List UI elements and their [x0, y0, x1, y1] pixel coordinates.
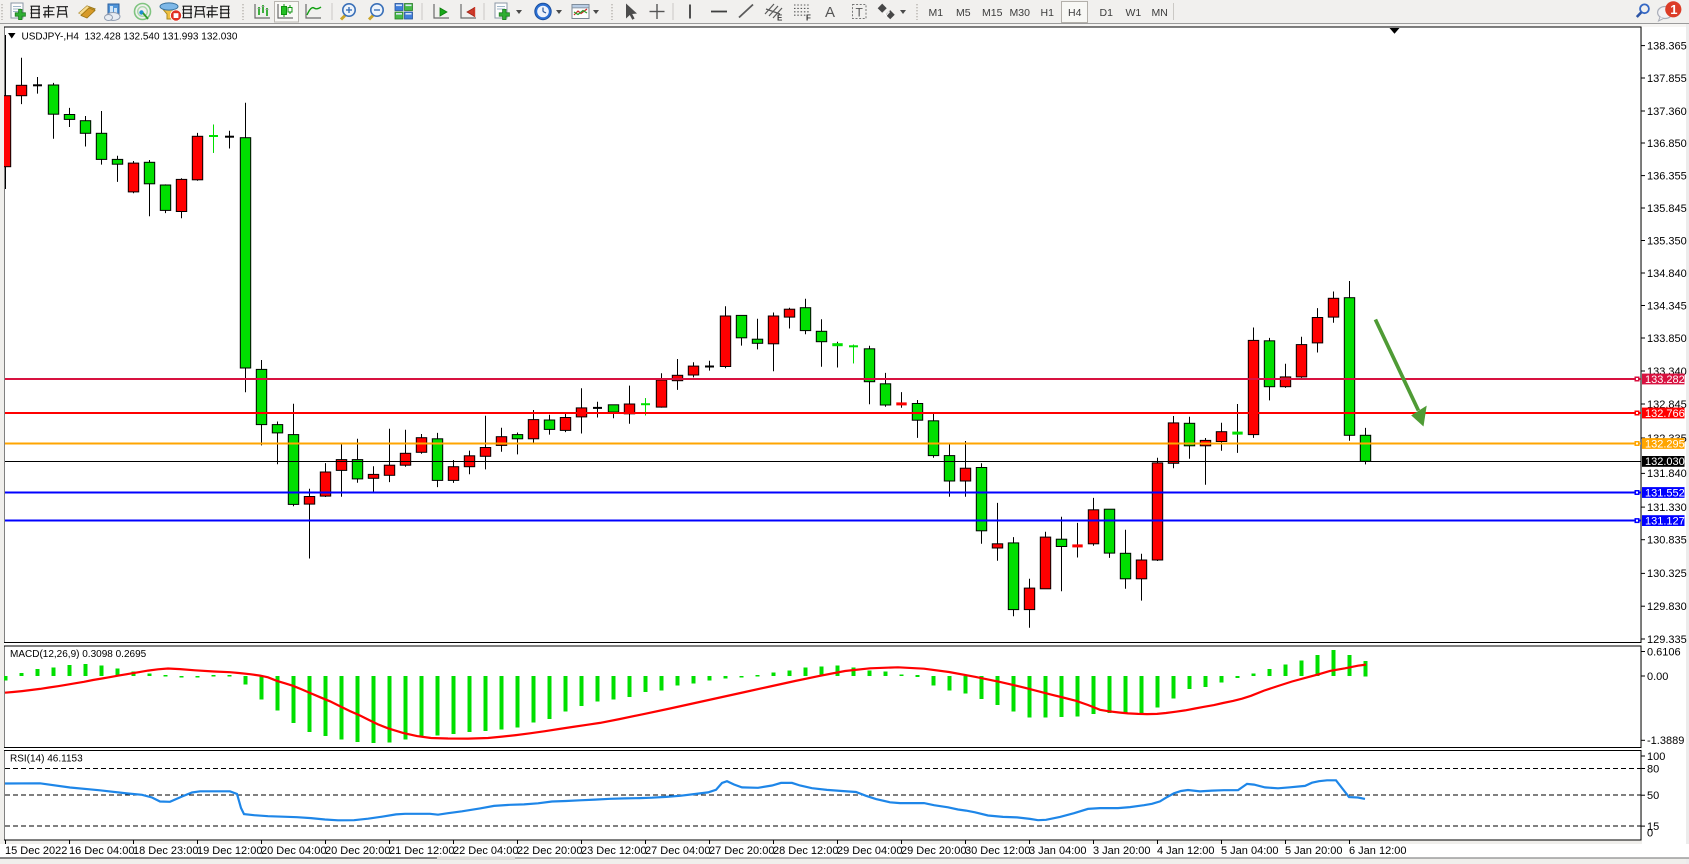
svg-text:-1.3889: -1.3889 — [1647, 735, 1684, 747]
svg-text:RSI(14) 46.1153: RSI(14) 46.1153 — [10, 754, 83, 765]
svg-text:3 Jan 20:00: 3 Jan 20:00 — [1093, 845, 1151, 857]
svg-text:H4: H4 — [1068, 7, 1082, 19]
svg-text:MN: MN — [1152, 7, 1168, 19]
svg-text:M1: M1 — [929, 7, 944, 19]
svg-text:22 Dec 20:00: 22 Dec 20:00 — [517, 845, 582, 857]
svg-text:M15: M15 — [982, 7, 1003, 19]
svg-text:D1: D1 — [1100, 7, 1114, 19]
svg-text:27 Dec 04:00: 27 Dec 04:00 — [645, 845, 710, 857]
svg-text:16 Dec 04:00: 16 Dec 04:00 — [69, 845, 134, 857]
svg-text:A: A — [825, 4, 835, 21]
svg-text:23 Dec 12:00: 23 Dec 12:00 — [581, 845, 646, 857]
svg-text:135.350: 135.350 — [1647, 235, 1687, 247]
svg-text:15 Dec 2022: 15 Dec 2022 — [5, 845, 67, 857]
svg-text:133.282: 133.282 — [1645, 374, 1685, 386]
svg-text:132.030: 132.030 — [1645, 456, 1685, 468]
svg-text:131.330: 131.330 — [1647, 502, 1687, 514]
svg-text:20 Dec 20:00: 20 Dec 20:00 — [325, 845, 390, 857]
svg-text:100: 100 — [1647, 751, 1665, 763]
svg-text:136.850: 136.850 — [1647, 138, 1687, 150]
svg-text:131.127: 131.127 — [1645, 515, 1685, 527]
svg-text:M5: M5 — [956, 7, 971, 19]
svg-text:5 Jan 20:00: 5 Jan 20:00 — [1285, 845, 1343, 857]
svg-text:131.840: 131.840 — [1647, 468, 1687, 480]
svg-text:137.360: 137.360 — [1647, 106, 1687, 118]
svg-text:129.335: 129.335 — [1647, 634, 1687, 646]
svg-text:M30: M30 — [1010, 7, 1031, 19]
svg-text:132.295: 132.295 — [1645, 438, 1685, 450]
svg-text:137.855: 137.855 — [1647, 73, 1687, 85]
svg-text:28 Dec 12:00: 28 Dec 12:00 — [773, 845, 838, 857]
svg-text:0.00: 0.00 — [1647, 671, 1668, 683]
svg-text:0.6106: 0.6106 — [1647, 646, 1681, 658]
svg-text:6 Jan 12:00: 6 Jan 12:00 — [1349, 845, 1407, 857]
svg-text:19 Dec 12:00: 19 Dec 12:00 — [197, 845, 262, 857]
svg-text:1: 1 — [1670, 2, 1677, 17]
svg-text:134.840: 134.840 — [1647, 268, 1687, 280]
svg-text:22 Dec 04:00: 22 Dec 04:00 — [453, 845, 518, 857]
svg-text:136.355: 136.355 — [1647, 170, 1687, 182]
svg-text:0: 0 — [1647, 828, 1653, 840]
svg-text:30 Dec 12:00: 30 Dec 12:00 — [965, 845, 1030, 857]
svg-text:130.325: 130.325 — [1647, 568, 1687, 580]
svg-text:H1: H1 — [1041, 7, 1055, 19]
svg-text:15: 15 — [1647, 821, 1659, 833]
svg-text:133.850: 133.850 — [1647, 333, 1687, 345]
svg-text:MACD(12,26,9) 0.3098 0.2695: MACD(12,26,9) 0.3098 0.2695 — [10, 649, 147, 660]
svg-text:130.835: 130.835 — [1647, 535, 1687, 547]
svg-text:T: T — [856, 6, 864, 20]
svg-text:129.830: 129.830 — [1647, 601, 1687, 613]
svg-text:80: 80 — [1647, 763, 1659, 775]
svg-text:3 Jan 04:00: 3 Jan 04:00 — [1029, 845, 1087, 857]
svg-text:50: 50 — [1647, 790, 1659, 802]
svg-text:27 Dec 20:00: 27 Dec 20:00 — [709, 845, 774, 857]
svg-text:135.845: 135.845 — [1647, 203, 1687, 215]
svg-text:5 Jan 04:00: 5 Jan 04:00 — [1221, 845, 1279, 857]
svg-text:131.552: 131.552 — [1645, 487, 1685, 499]
svg-text:132.766: 132.766 — [1645, 408, 1685, 420]
svg-text:21 Dec 12:00: 21 Dec 12:00 — [389, 845, 454, 857]
svg-text:4 Jan 12:00: 4 Jan 12:00 — [1157, 845, 1215, 857]
svg-text:29 Dec 20:00: 29 Dec 20:00 — [901, 845, 966, 857]
svg-text:20 Dec 04:00: 20 Dec 04:00 — [261, 845, 326, 857]
svg-text:18 Dec 23:00: 18 Dec 23:00 — [133, 845, 198, 857]
svg-text:F: F — [806, 14, 811, 23]
svg-text:134.345: 134.345 — [1647, 300, 1687, 312]
svg-text:USDJPY-,H4 132.428 132.540 13: USDJPY-,H4 132.428 132.540 131.993 132.0… — [22, 32, 238, 43]
svg-text:E: E — [777, 14, 783, 23]
svg-text:138.365: 138.365 — [1647, 40, 1687, 52]
svg-text:29 Dec 04:00: 29 Dec 04:00 — [837, 845, 902, 857]
svg-text:W1: W1 — [1126, 7, 1142, 19]
